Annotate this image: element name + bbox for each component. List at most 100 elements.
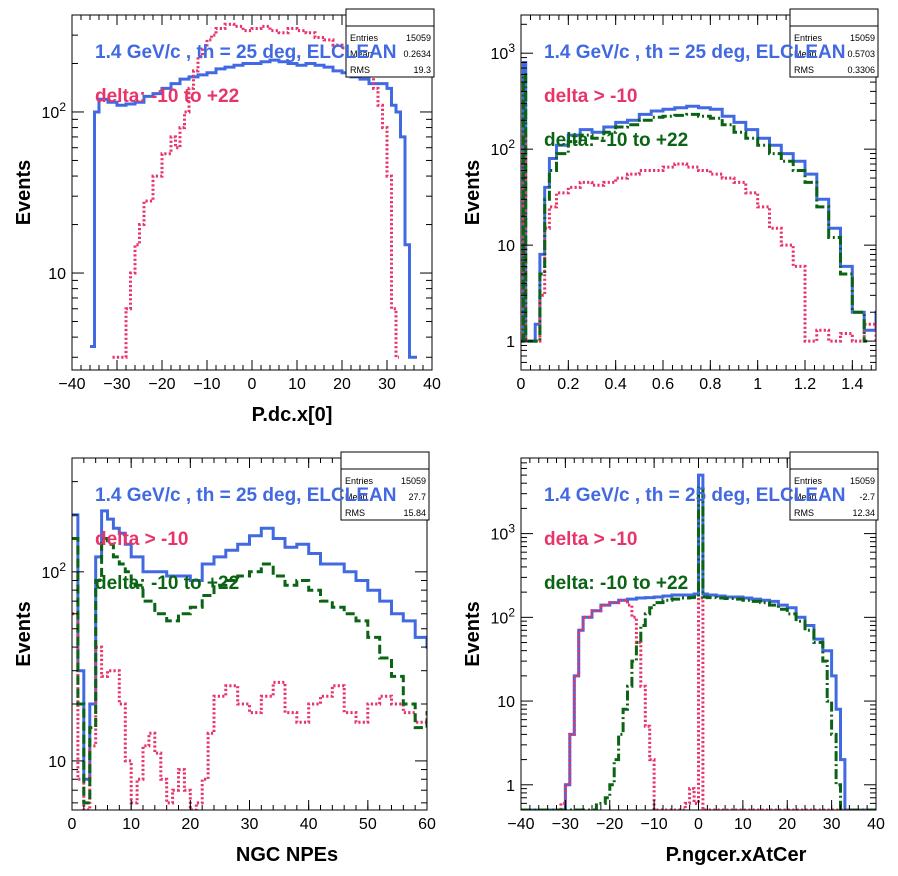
- x-tick-label: −20: [596, 816, 623, 833]
- stats-label: RMS: [794, 65, 814, 75]
- annotation-1: 1.4 GeV/c , th = 25 deg, ELCLEAN: [95, 485, 396, 506]
- annotation-3: delta: -10 to +22: [95, 573, 239, 594]
- annotation-1: 1.4 GeV/c , th = 25 deg, ELCLEAN: [544, 42, 845, 63]
- stats-value: 0.3306: [847, 65, 875, 75]
- histogram-series-2: [112, 22, 399, 359]
- x-tick-label: 20: [778, 816, 796, 833]
- annotation-1: 1.4 GeV/c , th = 25 deg, ELCLEAN: [544, 485, 845, 506]
- chart-panel-4: −40 −30 −20 −10 0 10 20 30 40 1 10 102 103 Events P.ng…: [462, 451, 885, 866]
- y-tick-label: 102: [491, 605, 516, 627]
- annotation-2: delta > -10: [544, 86, 637, 107]
- y-tick-label: 103: [491, 522, 516, 544]
- histogram-series-1: [72, 509, 427, 781]
- stats-label: Entries: [345, 476, 374, 486]
- x-tick-label: 30: [378, 376, 396, 393]
- x-tick-label: −40: [507, 816, 534, 833]
- x-tick-label: 0: [694, 816, 703, 833]
- stats-label: Mean: [794, 492, 817, 502]
- annotation-3: delta: -10 to +22: [544, 573, 688, 594]
- stats-box-frame: [789, 451, 879, 521]
- x-tick-label: 40: [867, 816, 885, 833]
- x-tick-label: 30: [823, 816, 841, 833]
- y-axis-label: Events: [13, 601, 35, 667]
- x-tick-label: 0: [68, 816, 77, 833]
- stats-value: 0.5703: [847, 49, 875, 59]
- stats-box-frame: [789, 8, 879, 78]
- y-tick-label: 1: [506, 778, 515, 795]
- series-group: [521, 473, 876, 810]
- stats-value: 15059: [850, 476, 875, 486]
- stats-value: 12.34: [852, 508, 875, 518]
- stats-label: Entries: [794, 476, 823, 486]
- x-tick-label: 0: [248, 376, 257, 393]
- histogram-series-3: [521, 73, 868, 343]
- y-tick-label: 10: [48, 754, 66, 771]
- chart-panel-1: −40 −30 −20 −10 0 10 20 30 40 10 102 Events P.dc.x[0…: [13, 8, 441, 426]
- annotation-3: delta: -10 to +22: [544, 130, 688, 151]
- y-tick-label: 102: [491, 137, 516, 159]
- x-tick-label: 10: [734, 816, 752, 833]
- y-axis-label: Events: [462, 160, 484, 226]
- stats-value: 15.84: [403, 508, 426, 518]
- x-axis-label: P.dc.x[0]: [252, 404, 333, 426]
- stats-box-frame: [345, 8, 435, 78]
- histogram-series-2: [556, 596, 876, 810]
- stats-box: Entries 15059 Mean -2.7 RMS 12.34: [789, 451, 879, 521]
- y-tick-label: 10: [497, 238, 515, 255]
- histogram-series-2: [72, 612, 427, 810]
- x-tick-label: 50: [359, 816, 377, 833]
- x-tick-label: −10: [193, 376, 220, 393]
- y-axis-label: Events: [13, 160, 35, 226]
- x-tick-label: 1.2: [794, 376, 816, 393]
- stats-label: RMS: [345, 508, 365, 518]
- y-axis-label: Events: [462, 601, 484, 667]
- stats-value: 27.7: [408, 492, 426, 502]
- x-tick-label: −40: [58, 376, 85, 393]
- stats-box: Entries 15059 Mean 0.2634 RMS 19.3: [345, 8, 435, 78]
- histogram-series-2: [521, 130, 876, 343]
- x-tick-label: 60: [418, 816, 436, 833]
- x-tick-label: 0.2: [557, 376, 579, 393]
- stats-label: Mean: [345, 492, 368, 502]
- chart-panel-2: 0 0.2 0.4 0.6 0.8 1 1.2 1.4 1 10 102 103 Events Entri…: [462, 8, 879, 393]
- series-group: [521, 61, 876, 343]
- x-tick-label: 0.8: [699, 376, 721, 393]
- y-tick-label: 10: [48, 266, 66, 283]
- stats-box-frame: [340, 451, 430, 521]
- stats-value: -2.7: [859, 492, 875, 502]
- x-tick-label: 40: [423, 376, 441, 393]
- y-tick-label: 1: [506, 334, 515, 351]
- x-tick-label: −30: [103, 376, 130, 393]
- x-tick-label: 1: [753, 376, 762, 393]
- series-group: [90, 22, 417, 359]
- stats-label: RMS: [350, 65, 370, 75]
- y-tick-label: 102: [42, 100, 67, 122]
- histogram-series-3: [72, 537, 427, 805]
- stats-label: RMS: [794, 508, 814, 518]
- annotation-2: delta > -10: [95, 529, 188, 550]
- x-tick-label: 0.4: [605, 376, 627, 393]
- stats-value: 15059: [401, 476, 426, 486]
- y-tick-label: 10: [497, 694, 515, 711]
- x-tick-label: −10: [641, 816, 668, 833]
- x-tick-label: 10: [288, 376, 306, 393]
- x-axis-label: P.ngcer.xAtCer: [666, 844, 807, 866]
- stats-label: Mean: [794, 49, 817, 59]
- series-group: [72, 509, 427, 810]
- stats-label: Mean: [350, 49, 373, 59]
- x-tick-label: 10: [122, 816, 140, 833]
- annotation-2: delta > -10: [544, 529, 637, 550]
- annotation-2: delta: -10 to +22: [95, 86, 239, 107]
- stats-value: 15059: [406, 33, 431, 43]
- x-tick-label: 1.4: [841, 376, 863, 393]
- x-tick-label: 0.6: [652, 376, 674, 393]
- y-tick-label: 102: [42, 560, 67, 582]
- x-tick-label: 20: [181, 816, 199, 833]
- plot-frame: [520, 14, 877, 371]
- x-tick-label: −30: [552, 816, 579, 833]
- x-axis-label: NGC NPEs: [236, 844, 338, 866]
- annotation-1: 1.4 GeV/c , th = 25 deg, ELCLEAN: [95, 42, 396, 63]
- stats-box: Entries 15059 Mean 27.7 RMS 15.84: [340, 451, 430, 521]
- histogram-series-1: [90, 58, 417, 359]
